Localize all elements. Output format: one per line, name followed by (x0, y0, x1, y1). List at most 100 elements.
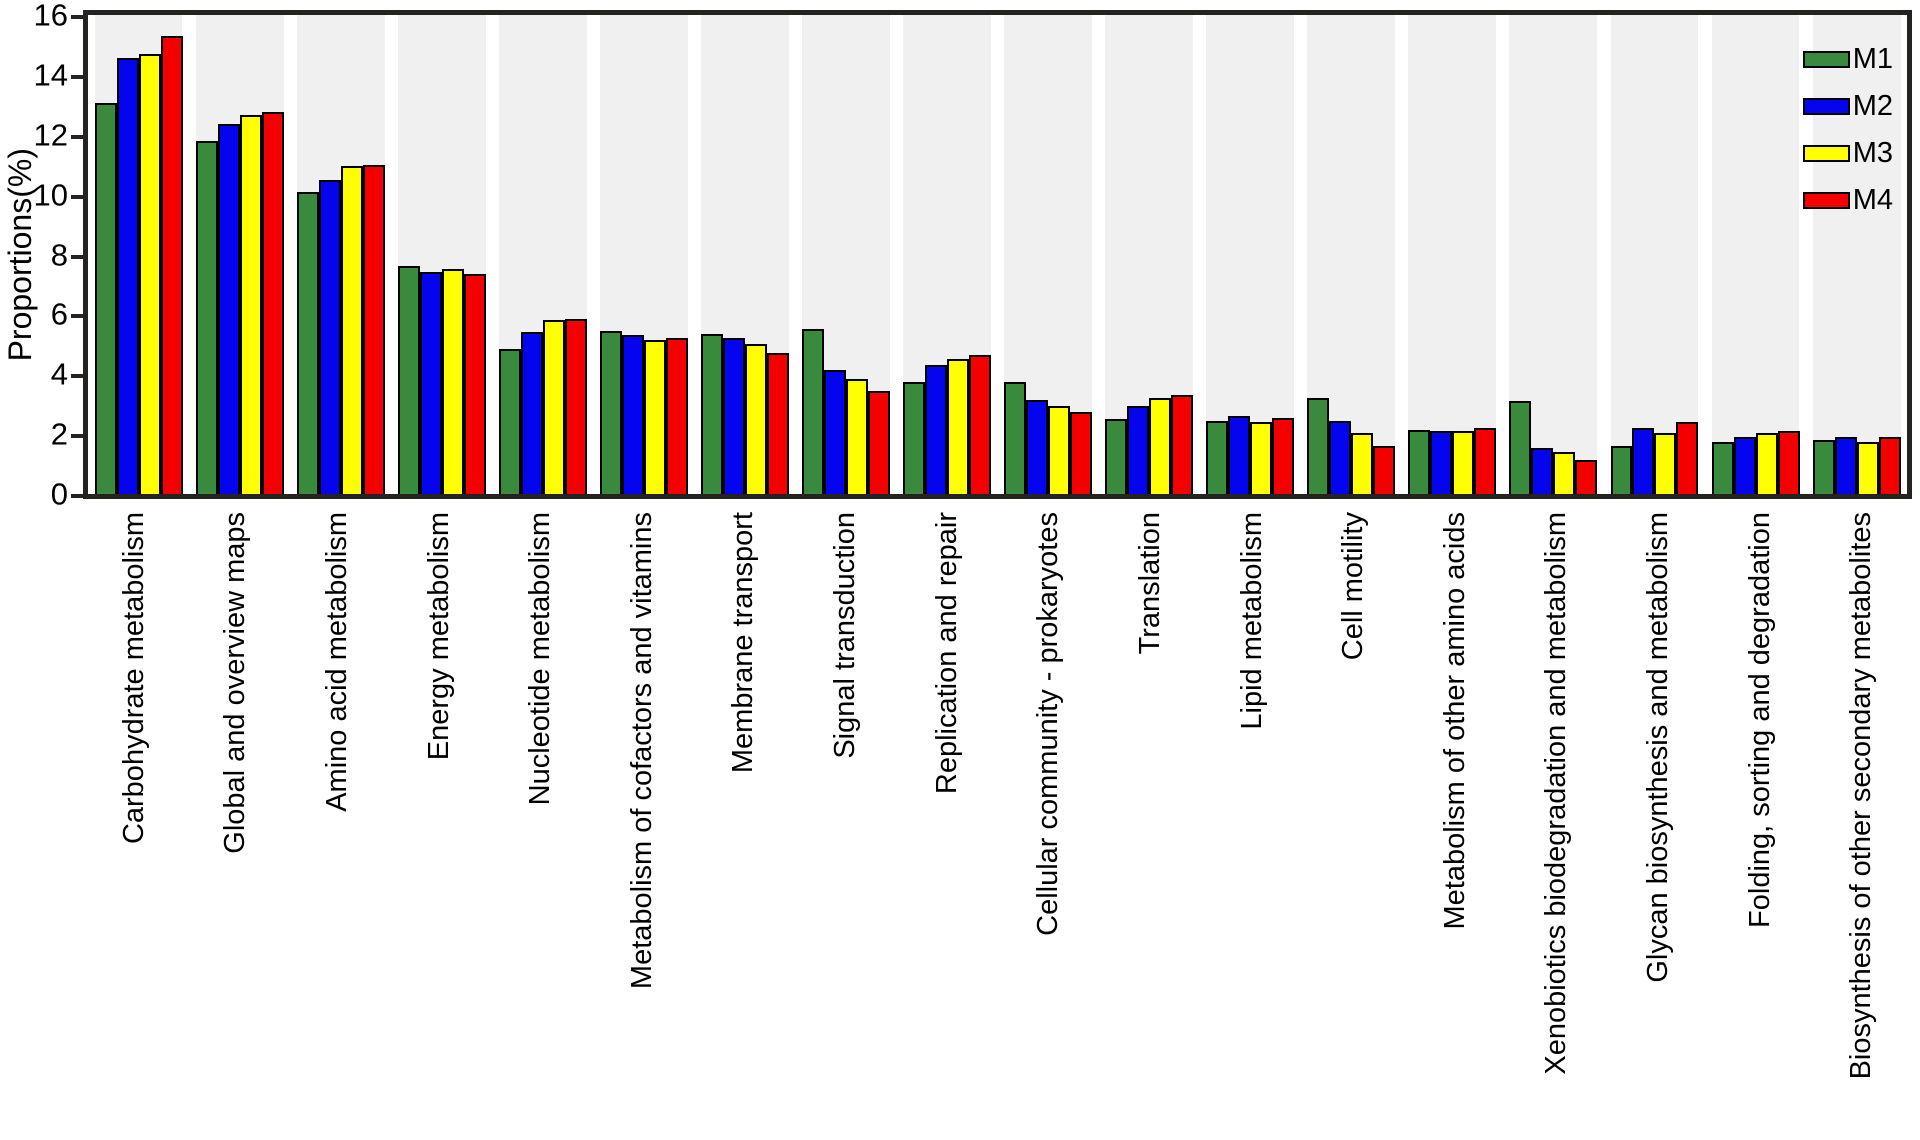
x-label-cell: Signal transduction (794, 512, 896, 1140)
category-band (599, 15, 688, 494)
x-label-cell: Replication and repair (896, 512, 998, 1140)
category-group (694, 15, 795, 494)
bar (722, 338, 745, 494)
legend-swatch-m3 (1802, 144, 1850, 162)
bar (744, 344, 767, 494)
category-group (1200, 15, 1301, 494)
bar (1575, 459, 1598, 494)
x-label: Translation (1133, 512, 1166, 655)
x-label-cell: Energy metabolism (388, 512, 490, 1140)
category-group (1705, 15, 1806, 494)
bar (498, 348, 521, 494)
bar (1509, 401, 1532, 494)
x-label: Membrane transport (727, 512, 760, 774)
x-label: Global and overview maps (219, 512, 252, 854)
bar (1676, 422, 1699, 494)
bar (1711, 441, 1734, 494)
y-tick-mark (71, 434, 85, 439)
bar (1834, 437, 1857, 494)
y-tick-label: 6 (50, 296, 68, 332)
x-label: Folding, sorting and degradation (1743, 512, 1776, 928)
bar (1408, 429, 1431, 494)
bar (867, 390, 890, 494)
category-group (1604, 15, 1705, 494)
bar (845, 378, 868, 494)
bar (643, 339, 666, 494)
bar (217, 124, 240, 494)
bar (1654, 432, 1677, 494)
x-label: Carbohydrate metabolism (117, 512, 150, 845)
category-band (802, 15, 890, 494)
x-label: Biosynthesis of other secondary metaboli… (1845, 512, 1878, 1080)
bar (1610, 446, 1633, 494)
x-label-cell: Amino acid metabolism (286, 512, 388, 1140)
legend-swatch-m4 (1802, 191, 1850, 209)
bar (1733, 437, 1756, 494)
category-group (189, 15, 290, 494)
y-tick-mark (71, 314, 85, 319)
category-band (1004, 15, 1093, 494)
category-band (700, 15, 789, 494)
bar (1206, 420, 1229, 494)
bar (1307, 398, 1330, 494)
y-tick-mark (71, 254, 85, 259)
bar (1070, 411, 1093, 494)
x-label: Amino acid metabolism (321, 512, 354, 812)
bar (925, 365, 948, 494)
legend-row: M2 (1802, 90, 1893, 122)
x-label-cell: Global and overview maps (185, 512, 287, 1140)
x-label-cell: Cell motility (1302, 512, 1404, 1140)
bar (766, 353, 789, 494)
x-label-cell: Metabolism of cofactors and vitamins (591, 512, 693, 1140)
category-band (1307, 15, 1396, 494)
bar (1777, 431, 1800, 494)
bar (94, 103, 117, 494)
bar (195, 140, 218, 494)
bar (1026, 399, 1049, 494)
category-group (998, 15, 1099, 494)
y-tick-label: 4 (50, 356, 68, 392)
x-label: Metabolism of other amino acids (1438, 512, 1471, 930)
bar (1553, 452, 1576, 494)
bar (138, 53, 161, 494)
x-label-cell: Biosynthesis of other secondary metaboli… (1810, 512, 1912, 1140)
bar (1878, 437, 1901, 494)
x-label-cell: Metabolism of other amino acids (1404, 512, 1506, 1140)
legend-label-m1: M1 (1852, 43, 1893, 75)
bar (1531, 447, 1554, 494)
bar (599, 330, 622, 494)
bar (160, 35, 183, 494)
category-group (1301, 15, 1402, 494)
x-label: Signal transduction (829, 512, 862, 759)
x-label-cell: Translation (1099, 512, 1201, 1140)
plot-area: M1 M2 M3 M4 0 2 4 6 8 10 12 14 16 (34, 0, 1912, 510)
y-tick-mark (71, 134, 85, 139)
y-tick-label: 2 (50, 416, 68, 452)
category-band (1711, 15, 1800, 494)
y-tick-label: 8 (50, 237, 68, 272)
bar (665, 338, 688, 494)
bar (1228, 416, 1251, 494)
bar (1373, 446, 1396, 494)
bar (1812, 440, 1835, 494)
legend-swatch-m1 (1802, 50, 1850, 68)
bar (1329, 420, 1352, 494)
bar (542, 320, 565, 494)
category-band (296, 15, 385, 494)
category-group (1099, 15, 1200, 494)
bar (969, 354, 991, 494)
category-band (1509, 15, 1598, 494)
x-label: Lipid metabolism (1235, 512, 1268, 730)
category-group (795, 15, 896, 494)
category-group (1402, 15, 1503, 494)
category-band (1206, 15, 1295, 494)
bar (520, 332, 543, 494)
bar (1632, 428, 1655, 494)
x-label: Energy metabolism (422, 512, 455, 761)
bar (362, 164, 385, 494)
x-label: Cell motility (1337, 512, 1370, 661)
x-label-cell: Membrane transport (693, 512, 795, 1140)
bar (441, 269, 464, 494)
legend-label-m2: M2 (1852, 90, 1893, 122)
x-axis-labels: Carbohydrate metabolism Global and overvi… (83, 512, 1912, 1140)
